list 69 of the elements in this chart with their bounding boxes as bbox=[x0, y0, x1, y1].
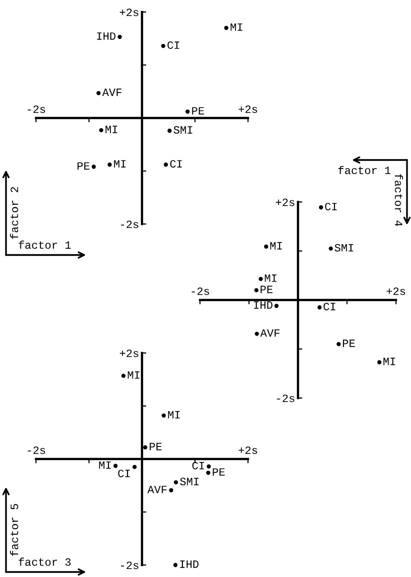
series-label: AVF bbox=[260, 329, 280, 337]
point bbox=[121, 374, 126, 378]
series-label: MI bbox=[270, 242, 282, 250]
text: PE bbox=[192, 107, 204, 115]
point bbox=[254, 332, 259, 336]
point bbox=[173, 562, 178, 568]
text: CI bbox=[118, 470, 130, 478]
point bbox=[113, 464, 118, 468]
x-axis-title: factor 1 bbox=[18, 240, 71, 249]
point bbox=[336, 342, 341, 346]
point bbox=[258, 276, 263, 282]
point bbox=[174, 480, 178, 484]
text: MI bbox=[114, 160, 126, 168]
point bbox=[206, 464, 211, 469]
y-tick-label: -2s bbox=[121, 562, 138, 570]
point bbox=[132, 464, 137, 470]
series-label: AVF bbox=[147, 486, 167, 494]
point bbox=[317, 305, 322, 310]
point bbox=[164, 162, 168, 167]
point bbox=[162, 413, 166, 418]
series-label: MI bbox=[106, 126, 118, 134]
x-axis-title: factor 3 bbox=[18, 558, 71, 566]
point bbox=[254, 288, 258, 292]
y-tick-label: -2s bbox=[121, 220, 138, 228]
y-axis-title: factor 4 bbox=[394, 174, 403, 226]
series-label: IHD bbox=[180, 560, 199, 568]
series-label: AVF bbox=[102, 88, 122, 96]
series-label: SMI bbox=[180, 478, 199, 486]
text: CI bbox=[168, 41, 180, 49]
text: MI bbox=[99, 461, 111, 469]
point bbox=[108, 162, 112, 167]
point bbox=[167, 128, 172, 133]
point bbox=[264, 244, 268, 249]
series-label: MI bbox=[128, 371, 140, 379]
point bbox=[328, 246, 333, 251]
series-label: CI bbox=[192, 462, 204, 470]
text: PE bbox=[260, 286, 273, 294]
text: PE bbox=[150, 442, 162, 450]
point bbox=[224, 26, 228, 30]
series-label: CI bbox=[170, 160, 182, 168]
point bbox=[274, 304, 279, 308]
point bbox=[185, 110, 190, 114]
point bbox=[169, 488, 174, 492]
y-axis-title: factor 5 bbox=[10, 504, 18, 556]
series-label: PE bbox=[212, 468, 225, 476]
text: CI bbox=[324, 302, 336, 310]
series-label: CI bbox=[325, 202, 337, 210]
x-axis-title: factor 1 bbox=[338, 166, 390, 174]
series-label: IHD bbox=[97, 32, 116, 40]
text: MI bbox=[383, 358, 395, 366]
point bbox=[318, 205, 324, 210]
point bbox=[206, 470, 210, 475]
point bbox=[143, 445, 148, 450]
y-tick-label: +2s bbox=[120, 8, 138, 16]
text: MI bbox=[264, 274, 276, 282]
point bbox=[99, 128, 104, 132]
y-tick-label: +2s bbox=[120, 350, 138, 358]
series-label: PE bbox=[78, 162, 90, 170]
point bbox=[161, 44, 166, 48]
point bbox=[96, 91, 101, 96]
y-axis-title: factor 2 bbox=[10, 187, 18, 239]
series-label: IHD bbox=[254, 301, 272, 309]
text: MI bbox=[230, 23, 242, 31]
point bbox=[377, 360, 382, 364]
series-label: SMI bbox=[334, 244, 354, 252]
text: MI bbox=[168, 411, 180, 418]
point bbox=[118, 34, 122, 39]
series-label: PE bbox=[342, 340, 355, 347]
series-label: SMI bbox=[174, 126, 192, 134]
